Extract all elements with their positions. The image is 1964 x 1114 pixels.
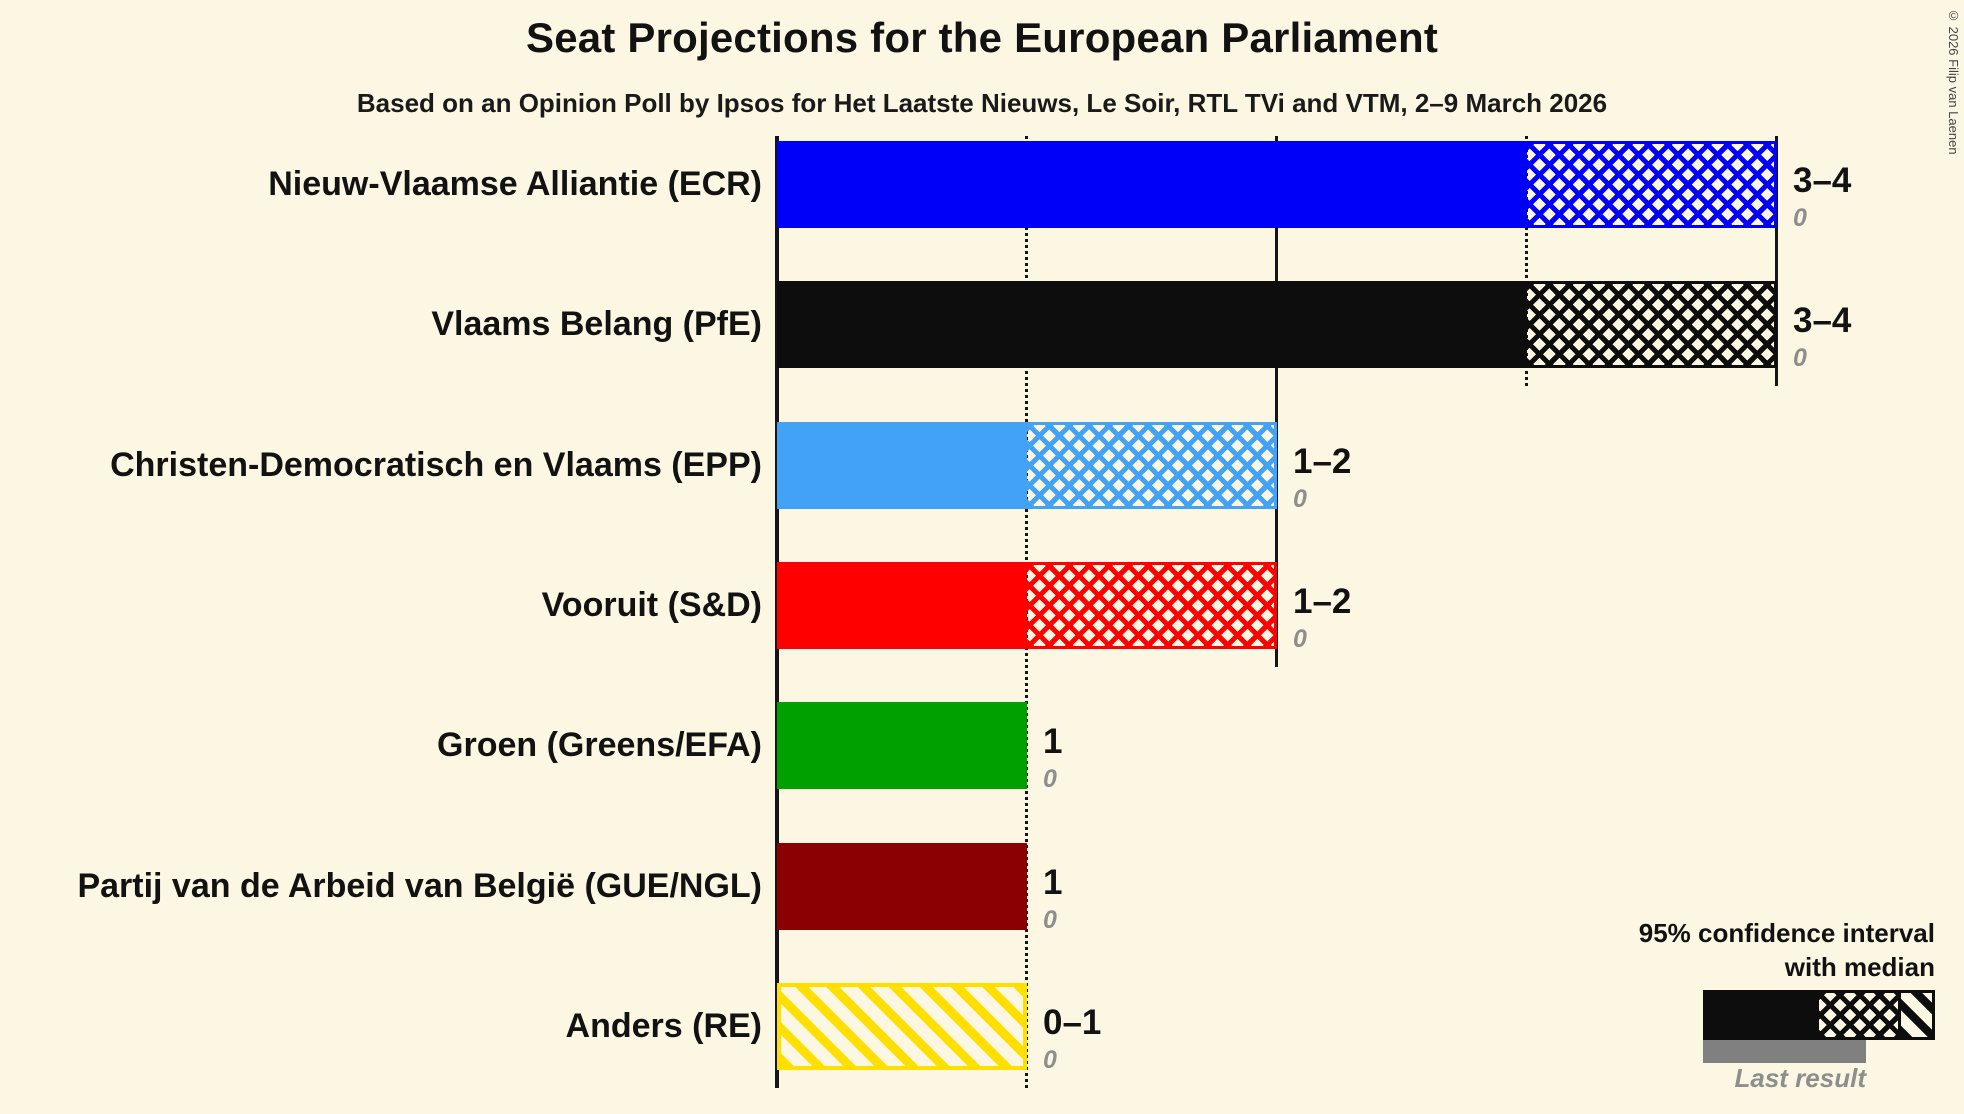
bar-solid [777, 842, 1027, 930]
party-label: Anders (RE) [565, 1006, 762, 1045]
last-result-value: 0 [1793, 204, 1807, 232]
seat-range-label: 1–2 [1293, 441, 1352, 481]
party-label: Groen (Greens/EFA) [437, 726, 762, 765]
bar-ci-crosshatch [1527, 281, 1777, 369]
gridline-seat-3 [1525, 136, 1528, 387]
last-result-value: 0 [1293, 624, 1307, 653]
seat-range-label: 0–1 [1043, 1002, 1102, 1042]
legend-last-result-bar [1703, 1040, 1866, 1063]
legend-sample-bar [1703, 990, 1935, 1040]
seat-range-label: 3–4 [1793, 301, 1852, 341]
legend-diagonal-segment [1901, 990, 1935, 1040]
page-subtitle: Based on an Opinion Poll by Ipsos for He… [356, 88, 1608, 118]
value-label-group: 3–4 0 [1793, 299, 1851, 373]
last-result-value: 0 [1793, 344, 1807, 373]
last-result-value: 0 [1293, 484, 1307, 513]
bar-solid [777, 561, 1027, 649]
copyright-note: © 2026 Filip van Laenen [1946, 8, 1961, 155]
bar-solid [777, 702, 1027, 790]
party-label: Partij van de Arbeid van België (GUE/NGL… [77, 866, 762, 905]
last-result-value: 0 [1043, 905, 1057, 934]
bar-ci-diagonal [777, 982, 1027, 1070]
value-label-group: 3–4 0 [1793, 159, 1851, 233]
value-label-group: 1–2 0 [1293, 440, 1351, 514]
last-result-value: 0 [1043, 765, 1057, 794]
bar-ci-crosshatch [1027, 421, 1277, 509]
gridline-seat-4 [1775, 136, 1778, 387]
legend-solid-segment [1703, 990, 1819, 1040]
value-label-group: 0–1 0 [1043, 1001, 1101, 1075]
legend-last-result-label: Last result [1734, 1063, 1867, 1093]
party-label: Nieuw-Vlaamse Alliantie (ECR) [268, 165, 762, 203]
bar-solid [777, 141, 1527, 228]
gridline-seat-2 [1275, 136, 1278, 667]
legend-crosshatch-segment [1819, 990, 1901, 1040]
seat-range-label: 1 [1043, 722, 1063, 762]
bar-ci-crosshatch [1027, 561, 1277, 649]
party-label: Vooruit (S&D) [541, 585, 762, 624]
seat-range-label: 1–2 [1293, 581, 1352, 621]
seat-range-label: 3–4 [1793, 161, 1852, 200]
legend-ci-line1: 95% confidence interval [1638, 918, 1935, 948]
legend-ci-line2: with median [1784, 952, 1935, 982]
party-label: Vlaams Belang (PfE) [431, 305, 762, 344]
seat-range-label: 1 [1043, 862, 1063, 902]
bar-solid [777, 281, 1527, 369]
value-label-group: 1–2 0 [1293, 580, 1351, 654]
party-label: Christen-Democratisch en Vlaams (EPP) [110, 445, 762, 484]
bar-ci-crosshatch [1527, 141, 1777, 228]
last-result-value: 0 [1043, 1045, 1057, 1074]
page-title: Seat Projections for the European Parlia… [525, 14, 1439, 61]
bar-solid [777, 421, 1027, 509]
